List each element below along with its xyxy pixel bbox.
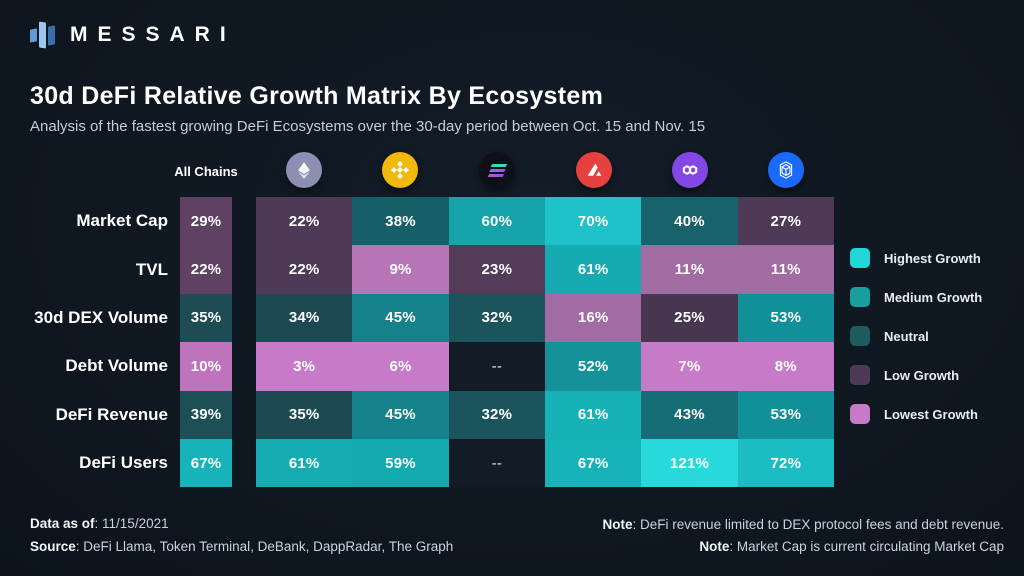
cell-bnb-chain-defi-users: 59% <box>352 438 449 488</box>
cell-all-chains-debt-volume: 10% <box>180 342 232 391</box>
legend-label: Low Growth <box>884 367 960 383</box>
matrix-row-market-cap: Market Cap 29% 22% 38% 60% 70% 40% 27% <box>0 197 834 246</box>
legend-item-neutral: Neutral <box>850 326 982 346</box>
cell-all-chains-tvl: 22% <box>180 245 232 294</box>
cell-avalanche-debt-volume: 52% <box>544 342 642 391</box>
fantom-glyph <box>779 161 793 179</box>
cell-bnb-chain-defi-revenue: 45% <box>352 390 449 439</box>
row-label-tvl: TVL <box>135 259 168 279</box>
legend-swatch <box>850 404 870 424</box>
footer-notes: Note: DeFi revenue limited to DEX protoc… <box>603 514 1004 558</box>
legend-item-lowest-growth: Lowest Growth <box>850 404 982 424</box>
note-line-1: Note: DeFi revenue limited to DEX protoc… <box>602 517 1004 532</box>
legend-item-medium-growth: Medium Growth <box>850 287 982 307</box>
cell-bnb-chain-market-cap: 38% <box>352 197 449 246</box>
avalanche-icon <box>576 152 612 188</box>
ethereum-glyph <box>298 162 310 179</box>
cell-bnb-chain-dex-volume-30d: 45% <box>352 293 449 343</box>
cell-all-chains-market-cap: 29% <box>180 197 232 246</box>
matrix-row-tvl: TVL 22% 22% 9% 23% 61% 11% 11% <box>0 245 834 294</box>
cell-fantom-defi-users: 72% <box>737 438 834 488</box>
cell-solana-dex-volume-30d: 32% <box>448 293 545 343</box>
cell-avalanche-tvl: 61% <box>544 245 642 294</box>
row-label-defi-revenue: DeFi Revenue <box>55 404 168 424</box>
cell-fantom-dex-volume-30d: 53% <box>737 293 834 343</box>
legend-label: Medium Growth <box>884 289 983 305</box>
footer-source: Data as of: 11/15/2021 Source: DeFi Llam… <box>30 512 453 558</box>
cell-solana-market-cap: 60% <box>448 197 545 246</box>
legend-swatch <box>850 326 870 346</box>
data-as-of-line: Data as of: 11/15/2021 <box>30 516 169 531</box>
cell-bnb-chain-debt-volume: 6% <box>352 342 449 391</box>
row-label-market-cap: Market Cap <box>76 211 168 231</box>
cell-solana-defi-users: -- <box>448 438 545 488</box>
legend-swatch <box>850 365 870 385</box>
solana-glyph <box>487 163 507 177</box>
cell-fantom-tvl: 11% <box>737 245 834 294</box>
cell-bnb-chain-tvl: 9% <box>352 245 449 294</box>
cell-all-chains-defi-revenue: 39% <box>180 390 232 439</box>
legend: Highest Growth Medium Growth Neutral Low Gr… <box>850 248 982 443</box>
matrix-row-dex-volume-30d: 30d DEX Volume 35% 34% 45% 32% 16% 25% 53% <box>0 293 834 343</box>
polygon-icon <box>672 152 708 188</box>
matrix-row-defi-revenue: DeFi Revenue 39% 35% 45% 32% 61% 43% 53% <box>0 390 834 439</box>
row-label-dex-volume-30d: 30d DEX Volume <box>34 307 168 327</box>
legend-swatch <box>850 248 870 268</box>
ethereum-icon <box>286 152 322 188</box>
cell-all-chains-defi-users: 67% <box>180 438 232 488</box>
matrix-row-debt-volume: Debt Volume 10% 3% 6% -- 52% 7% 8% <box>0 342 834 391</box>
cell-ethereum-defi-revenue: 35% <box>256 390 353 439</box>
messari-logo: MESSARI <box>30 16 236 54</box>
row-label-debt-volume: Debt Volume <box>65 356 168 376</box>
page-subtitle: Analysis of the fastest growing DeFi Eco… <box>30 118 706 135</box>
note-line-2: Note: Market Cap is current circulating … <box>699 539 1004 554</box>
cell-solana-defi-revenue: 32% <box>448 390 545 439</box>
cell-polygon-defi-revenue: 43% <box>641 390 738 439</box>
growth-matrix: Market Cap 29% 22% 38% 60% 70% 40% 27% TVL 22% 22%… <box>0 197 834 488</box>
cell-polygon-tvl: 11% <box>641 245 738 294</box>
matrix-row-defi-users: DeFi Users 67% 61% 59% -- 67% 121% 72% <box>0 438 834 488</box>
row-label-defi-users: DeFi Users <box>79 453 168 473</box>
legend-swatch <box>850 287 870 307</box>
source-line: Source: DeFi Llama, Token Terminal, DeBa… <box>30 539 454 554</box>
cell-solana-tvl: 23% <box>448 245 545 294</box>
page-title: 30d DeFi Relative Growth Matrix By Ecosy… <box>30 82 604 110</box>
cell-ethereum-market-cap: 22% <box>256 197 353 246</box>
cell-fantom-market-cap: 27% <box>737 197 834 246</box>
fantom-icon <box>768 152 804 188</box>
legend-item-highest-growth: Highest Growth <box>850 248 982 268</box>
cell-polygon-market-cap: 40% <box>641 197 738 246</box>
legend-item-low-growth: Low Growth <box>850 365 982 385</box>
column-header-all-chains: All Chains <box>174 164 238 179</box>
cell-avalanche-defi-users: 67% <box>544 438 642 488</box>
messari-logo-icon <box>30 16 58 54</box>
brand-wordmark: MESSARI <box>70 23 236 46</box>
polygon-glyph <box>682 165 698 175</box>
cell-ethereum-dex-volume-30d: 34% <box>256 293 353 343</box>
solana-icon <box>479 152 515 188</box>
cell-solana-debt-volume: -- <box>448 342 545 391</box>
legend-label: Neutral <box>884 328 929 344</box>
cell-fantom-defi-revenue: 53% <box>737 390 834 439</box>
cell-polygon-debt-volume: 7% <box>641 342 738 391</box>
cell-polygon-dex-volume-30d: 25% <box>641 293 738 343</box>
bnb-icon <box>382 152 418 188</box>
cell-fantom-debt-volume: 8% <box>737 342 834 391</box>
cell-polygon-defi-users: 121% <box>641 438 738 488</box>
legend-label: Highest Growth <box>884 250 981 266</box>
cell-avalanche-defi-revenue: 61% <box>544 390 642 439</box>
legend-label: Lowest Growth <box>884 406 978 422</box>
cell-all-chains-dex-volume-30d: 35% <box>180 293 232 343</box>
cell-ethereum-defi-users: 61% <box>256 438 353 488</box>
cell-ethereum-debt-volume: 3% <box>256 342 353 391</box>
cell-avalanche-market-cap: 70% <box>544 197 642 246</box>
cell-ethereum-tvl: 22% <box>256 245 353 294</box>
bnb-glyph <box>391 161 409 179</box>
avalanche-glyph <box>587 163 602 176</box>
cell-avalanche-dex-volume-30d: 16% <box>544 293 642 343</box>
